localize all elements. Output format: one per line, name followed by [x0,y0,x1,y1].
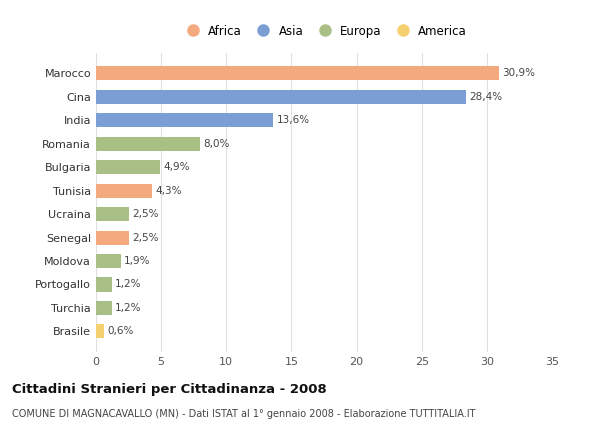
Text: 1,2%: 1,2% [115,279,142,290]
Bar [96,137,200,151]
Text: 13,6%: 13,6% [277,115,310,125]
Text: COMUNE DI MAGNACAVALLO (MN) - Dati ISTAT al 1° gennaio 2008 - Elaborazione TUTTI: COMUNE DI MAGNACAVALLO (MN) - Dati ISTAT… [12,409,476,419]
Bar [96,90,466,104]
Bar [96,278,112,292]
Text: 4,3%: 4,3% [155,186,182,196]
Text: 0,6%: 0,6% [107,326,133,336]
Bar [96,324,104,338]
Bar [96,183,152,198]
Legend: Africa, Asia, Europa, America: Africa, Asia, Europa, America [176,20,472,42]
Bar [96,254,121,268]
Bar [96,160,160,174]
Text: 28,4%: 28,4% [469,92,502,102]
Text: 4,9%: 4,9% [163,162,190,172]
Bar [96,231,128,245]
Text: 1,9%: 1,9% [124,256,151,266]
Text: 1,2%: 1,2% [115,303,142,313]
Text: 30,9%: 30,9% [502,69,535,78]
Text: 8,0%: 8,0% [203,139,230,149]
Bar [96,66,499,81]
Text: 2,5%: 2,5% [132,209,158,219]
Bar [96,301,112,315]
Bar [96,207,128,221]
Text: Cittadini Stranieri per Cittadinanza - 2008: Cittadini Stranieri per Cittadinanza - 2… [12,383,327,396]
Bar [96,113,273,127]
Text: 2,5%: 2,5% [132,233,158,242]
